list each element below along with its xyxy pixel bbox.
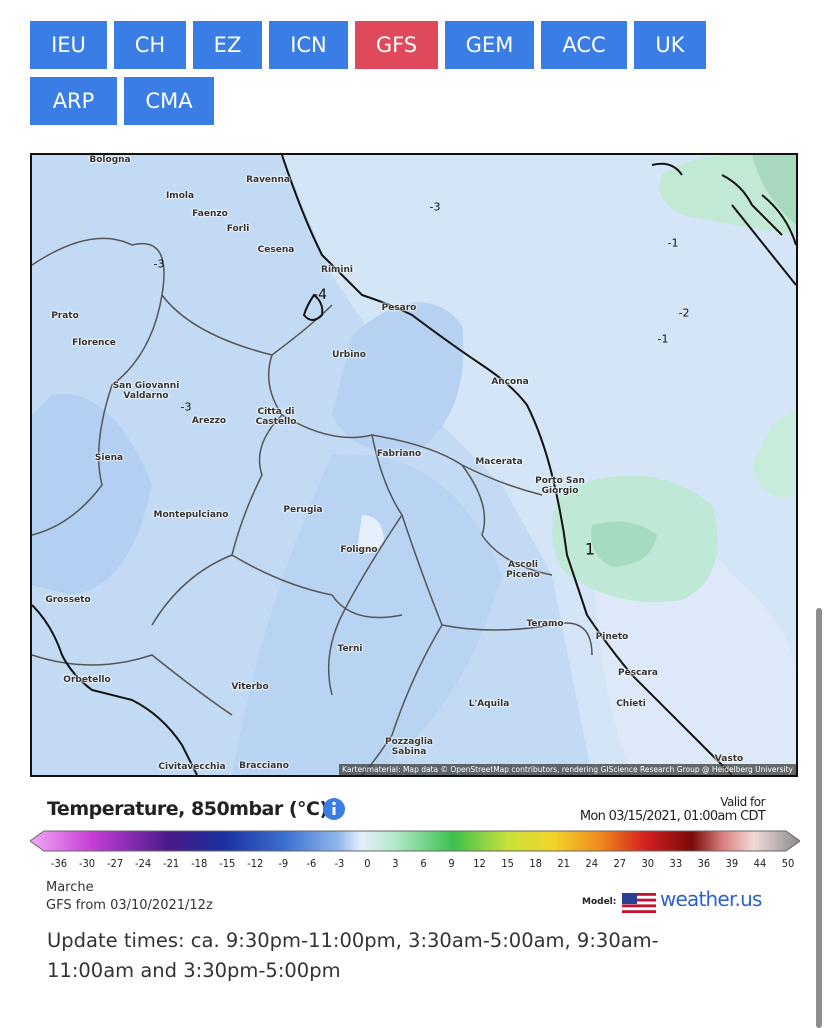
city-label: L'Aquila xyxy=(468,699,510,709)
contour-label: -3 xyxy=(180,400,192,414)
model-button[interactable]: GFS xyxy=(355,21,438,69)
city-label: Teramo xyxy=(526,619,564,629)
color-bar-tick-label: -24 xyxy=(135,857,152,870)
city-label: Pescara xyxy=(618,668,658,678)
color-bar-tick-label: -9 xyxy=(278,857,289,870)
map-drawing xyxy=(32,155,796,775)
city-label: Cesena xyxy=(257,245,295,255)
city-label: Pineto xyxy=(595,632,629,642)
color-bar-tick-label: 9 xyxy=(448,857,455,870)
color-bar xyxy=(30,830,800,852)
model-button[interactable]: IEU xyxy=(30,21,107,69)
color-bar-tick-label: 33 xyxy=(669,857,683,870)
model-button[interactable]: GEM xyxy=(445,21,534,69)
model-button[interactable]: EZ xyxy=(193,21,262,69)
city-label: Siena xyxy=(94,453,124,463)
map-attribution: Kartenmaterial: Map data © OpenStreetMap… xyxy=(339,764,796,775)
model-button[interactable]: ARP xyxy=(30,77,117,125)
city-label: Imola xyxy=(165,191,195,201)
color-bar-tick-label: 3 xyxy=(392,857,399,870)
color-bar-tick-label: -18 xyxy=(191,857,208,870)
contour-label: -4 xyxy=(313,287,327,303)
city-label: Faenzo xyxy=(192,209,228,219)
city-label: Montepulciano xyxy=(153,510,229,520)
color-bar-tick-label: 39 xyxy=(725,857,739,870)
color-bar-tick-label: -3 xyxy=(334,857,345,870)
model-button[interactable]: ACC xyxy=(541,21,627,69)
color-bar-tick-label: 30 xyxy=(641,857,655,870)
city-label: Orbetello xyxy=(63,675,111,685)
valid-label: Valid for xyxy=(720,795,765,809)
brand-logo[interactable]: weather.us xyxy=(660,887,762,911)
city-label: Bracciano xyxy=(239,761,289,771)
contour-label: -1 xyxy=(667,236,679,250)
contour-label: -1 xyxy=(657,332,669,346)
city-label: Arezzo xyxy=(191,416,227,426)
scrollbar[interactable] xyxy=(816,608,822,1028)
valid-time: Mon 03/15/2021, 01:00am CDT xyxy=(579,809,766,824)
contour-label: -3 xyxy=(153,257,165,271)
city-label: Florence xyxy=(72,338,116,348)
model-button[interactable]: CMA xyxy=(124,77,214,125)
city-label: Pesaro xyxy=(381,303,417,313)
color-bar-tick-label: 18 xyxy=(529,857,542,870)
city-label: Porto San Giorgio xyxy=(535,476,585,496)
legend-title: Temperature, 850mbar (°C) xyxy=(47,798,328,820)
city-label: Urbino xyxy=(332,350,366,360)
city-label: Ravenna xyxy=(246,175,290,185)
city-label: Pozzaglia Sabina xyxy=(384,737,434,757)
color-bar-tick-label: -36 xyxy=(50,857,68,870)
city-label: Grosseto xyxy=(45,595,91,605)
color-bar-tick-label: 6 xyxy=(420,857,427,870)
city-label: Perugia xyxy=(283,505,323,515)
city-label: Viterbo xyxy=(231,682,269,692)
color-bar-tick-label: -27 xyxy=(106,857,124,870)
color-bar-tick-label: 27 xyxy=(613,857,627,870)
city-label: Foligno xyxy=(340,545,378,555)
contour-label: -3 xyxy=(429,200,441,214)
color-bar-tick-label: -12 xyxy=(247,857,264,870)
color-bar-tick-label: 44 xyxy=(753,857,767,870)
color-bar-tick-label: -30 xyxy=(78,857,96,870)
color-bar-tick-label: 12 xyxy=(473,857,486,870)
city-label: Forli xyxy=(226,224,250,234)
us-flag xyxy=(622,893,656,913)
model-run: GFS from 03/10/2021/12z xyxy=(46,898,213,913)
city-label: Chieti xyxy=(616,699,646,709)
color-bar-tick-label: -21 xyxy=(163,857,180,870)
color-bar-tick-label: 50 xyxy=(781,857,795,870)
city-label: Civitavecchia xyxy=(158,762,226,772)
info-icon[interactable] xyxy=(322,797,346,821)
city-label: Fabriano xyxy=(376,449,422,459)
model-label: Model: xyxy=(582,897,617,907)
update-times: Update times: ca. 9:30pm-11:00pm, 3:30am… xyxy=(47,929,659,982)
city-label: Rimini xyxy=(321,265,353,275)
model-button[interactable]: ICN xyxy=(269,21,348,69)
city-label: Macerata xyxy=(475,457,523,467)
color-bar-tick-label: -6 xyxy=(306,857,317,870)
map: Bologna Ravenna Imola Faenzo Forli Cesena Rimi… xyxy=(30,153,798,777)
city-label: Vasto xyxy=(714,754,744,764)
color-bar-tick-label: 36 xyxy=(697,857,711,870)
model-button[interactable]: CH xyxy=(114,21,186,69)
city-label: Terni xyxy=(337,644,363,654)
city-label: Ascoli Piceno xyxy=(506,560,540,580)
color-bar-tick-label: -15 xyxy=(219,857,236,870)
color-bar-tick-label: 21 xyxy=(557,857,570,870)
city-label: Bologna xyxy=(89,155,131,165)
color-bar-tick-label: 24 xyxy=(585,857,599,870)
city-label: Ancona xyxy=(491,377,529,387)
city-label: San Giovanni Valdarno xyxy=(112,381,180,401)
city-label: Prato xyxy=(51,311,79,321)
contour-label: 1 xyxy=(584,539,596,559)
color-bar-tick-label: 15 xyxy=(501,857,514,870)
model-button[interactable]: UK xyxy=(634,21,706,69)
city-label: Citta di Castello xyxy=(255,407,297,427)
color-bar-tick-label: 0 xyxy=(364,857,371,870)
region: Marche xyxy=(46,880,94,895)
contour-label: -2 xyxy=(678,306,690,320)
